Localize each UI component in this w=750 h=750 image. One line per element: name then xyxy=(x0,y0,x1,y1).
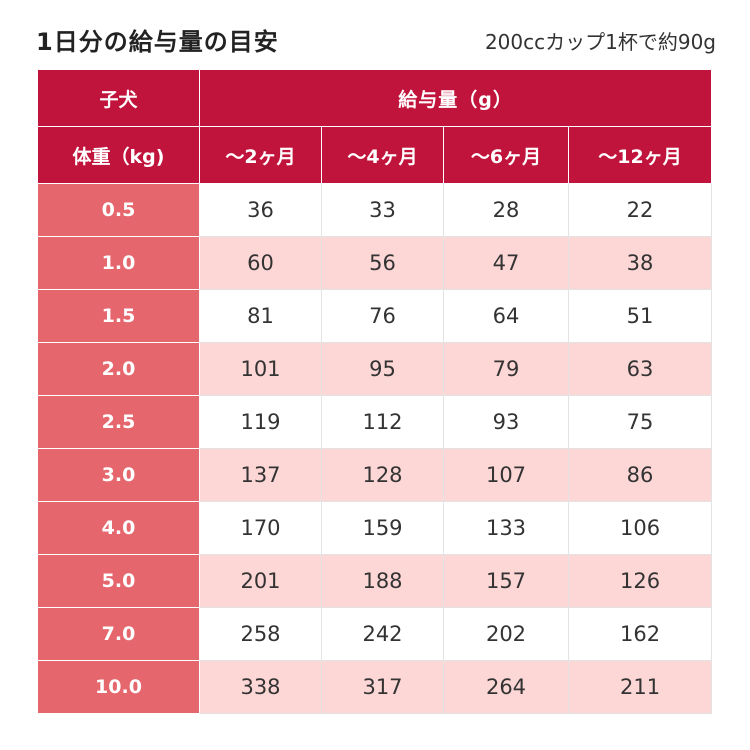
amount-cell: 22 xyxy=(567,183,713,237)
header-row-2: 体重（kg) ～2ヶ月 ～4ヶ月 ～6ヶ月 ～12ヶ月 xyxy=(37,126,713,184)
amount-cell: 159 xyxy=(321,501,444,555)
amount-header: 給与量（g） xyxy=(198,69,713,127)
amount-cell: 33 xyxy=(321,183,444,237)
table-row: 0.5 36 33 28 22 xyxy=(37,183,713,237)
table-row: 2.5 119 112 93 75 xyxy=(37,395,713,449)
amount-cell: 112 xyxy=(321,395,444,449)
table-row: 1.5 81 76 64 51 xyxy=(37,289,713,343)
amount-cell: 106 xyxy=(567,501,713,555)
feeding-table: 子犬 給与量（g） 体重（kg) ～2ヶ月 ～4ヶ月 ～6ヶ月 ～12ヶ月 0.… xyxy=(37,69,713,714)
table-row: 5.0 201 188 157 126 xyxy=(37,554,713,608)
amount-cell: 93 xyxy=(443,395,569,449)
page-title: 1日分の給与量の目安 xyxy=(36,28,279,56)
amount-cell: 86 xyxy=(567,448,713,502)
amount-cell: 64 xyxy=(443,289,569,343)
table-row: 2.0 101 95 79 63 xyxy=(37,342,713,396)
amount-cell: 75 xyxy=(567,395,713,449)
weight-header: 体重（kg) xyxy=(37,126,200,184)
amount-cell: 157 xyxy=(443,554,569,608)
amount-cell: 36 xyxy=(199,183,322,237)
amount-cell: 107 xyxy=(443,448,569,502)
amount-cell: 188 xyxy=(321,554,444,608)
weight-cell: 1.0 xyxy=(37,236,200,290)
weight-cell: 7.0 xyxy=(37,607,200,661)
amount-cell: 79 xyxy=(443,342,569,396)
amount-cell: 76 xyxy=(321,289,444,343)
amount-cell: 201 xyxy=(199,554,322,608)
amount-cell: 162 xyxy=(567,607,713,661)
age-column-header: ～2ヶ月 xyxy=(199,126,322,184)
amount-cell: 317 xyxy=(321,660,444,714)
age-column-header: ～4ヶ月 xyxy=(321,126,444,184)
amount-cell: 56 xyxy=(321,236,444,290)
weight-cell: 1.5 xyxy=(37,289,200,343)
amount-cell: 51 xyxy=(567,289,713,343)
amount-cell: 101 xyxy=(199,342,322,396)
weight-cell: 3.0 xyxy=(37,448,200,502)
table-row: 3.0 137 128 107 86 xyxy=(37,448,713,502)
weight-cell: 0.5 xyxy=(37,183,200,237)
amount-cell: 63 xyxy=(567,342,713,396)
amount-cell: 133 xyxy=(443,501,569,555)
amount-cell: 119 xyxy=(199,395,322,449)
table-row: 10.0 338 317 264 211 xyxy=(37,660,713,714)
amount-cell: 338 xyxy=(199,660,322,714)
weight-cell: 10.0 xyxy=(37,660,200,714)
group-header: 子犬 xyxy=(37,69,200,127)
amount-cell: 47 xyxy=(443,236,569,290)
amount-cell: 38 xyxy=(567,236,713,290)
amount-cell: 60 xyxy=(199,236,322,290)
weight-cell: 5.0 xyxy=(37,554,200,608)
amount-cell: 242 xyxy=(321,607,444,661)
table-row: 4.0 170 159 133 106 xyxy=(37,501,713,555)
amount-cell: 170 xyxy=(199,501,322,555)
amount-cell: 28 xyxy=(443,183,569,237)
cup-note: 200ccカップ1杯で約90g xyxy=(484,30,716,54)
amount-cell: 126 xyxy=(567,554,713,608)
table-row: 1.0 60 56 47 38 xyxy=(37,236,713,290)
weight-cell: 4.0 xyxy=(37,501,200,555)
table-row: 7.0 258 242 202 162 xyxy=(37,607,713,661)
amount-cell: 202 xyxy=(443,607,569,661)
weight-cell: 2.0 xyxy=(37,342,200,396)
age-column-header: ～12ヶ月 xyxy=(567,126,713,184)
header-row-1: 子犬 給与量（g） xyxy=(37,69,713,127)
amount-cell: 258 xyxy=(199,607,322,661)
amount-cell: 81 xyxy=(199,289,322,343)
amount-cell: 211 xyxy=(567,660,713,714)
amount-cell: 137 xyxy=(199,448,322,502)
age-column-header: ～6ヶ月 xyxy=(443,126,569,184)
amount-cell: 95 xyxy=(321,342,444,396)
amount-cell: 264 xyxy=(443,660,569,714)
amount-cell: 128 xyxy=(321,448,444,502)
weight-cell: 2.5 xyxy=(37,395,200,449)
